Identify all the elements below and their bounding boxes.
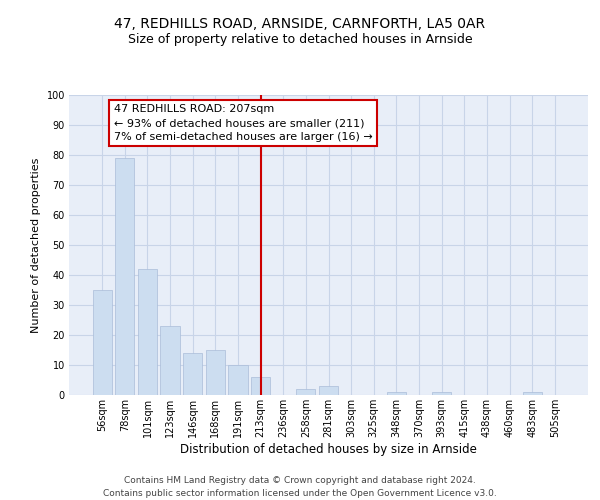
Bar [432,392,451,395]
Bar [92,290,112,395]
Bar [296,389,316,395]
Bar [229,365,248,395]
Text: Contains HM Land Registry data © Crown copyright and database right 2024.
Contai: Contains HM Land Registry data © Crown c… [103,476,497,498]
Bar [160,326,180,395]
Bar [115,158,134,395]
Text: 47, REDHILLS ROAD, ARNSIDE, CARNFORTH, LA5 0AR: 47, REDHILLS ROAD, ARNSIDE, CARNFORTH, L… [115,18,485,32]
Bar [523,392,542,395]
X-axis label: Distribution of detached houses by size in Arnside: Distribution of detached houses by size … [180,442,477,456]
Bar [138,269,157,395]
Y-axis label: Number of detached properties: Number of detached properties [31,158,41,332]
Bar [183,353,202,395]
Bar [251,377,270,395]
Text: 47 REDHILLS ROAD: 207sqm
← 93% of detached houses are smaller (211)
7% of semi-d: 47 REDHILLS ROAD: 207sqm ← 93% of detach… [113,104,372,142]
Bar [206,350,225,395]
Bar [319,386,338,395]
Bar [387,392,406,395]
Text: Size of property relative to detached houses in Arnside: Size of property relative to detached ho… [128,32,472,46]
